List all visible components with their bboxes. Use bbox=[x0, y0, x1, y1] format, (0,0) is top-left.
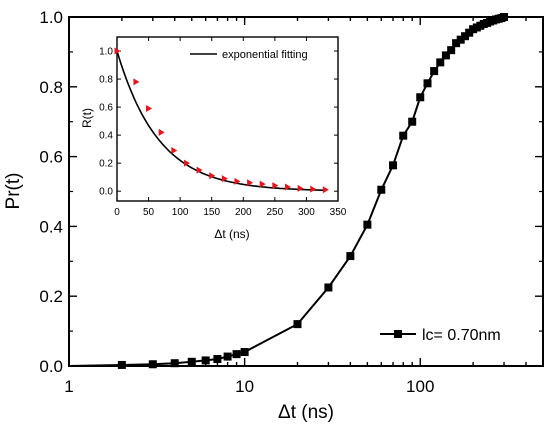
main-legend-marker bbox=[394, 330, 402, 338]
inset-data-point bbox=[146, 104, 153, 112]
inset-x-tick-label: 150 bbox=[203, 207, 220, 218]
inset-data-point bbox=[310, 185, 317, 193]
main-data-point bbox=[452, 39, 461, 48]
main-ticks: 1 10 100 0.0 0.2 0.4 0.6 0.8 1.0 bbox=[39, 8, 544, 396]
main-data-point bbox=[170, 359, 179, 368]
main-data-point bbox=[461, 32, 470, 41]
main-y-tick-label: 0.4 bbox=[39, 217, 63, 236]
inset-x-tick-label: 250 bbox=[267, 207, 284, 218]
main-y-tick-label: 0.8 bbox=[39, 78, 63, 97]
main-data-point bbox=[117, 360, 126, 369]
inset-data-point bbox=[297, 184, 304, 192]
inset-y-tick-label: 0.0 bbox=[99, 187, 113, 198]
main-data-point bbox=[408, 117, 417, 126]
inset-x-tick-label: 200 bbox=[235, 207, 252, 218]
inset-data-point bbox=[133, 78, 140, 86]
main-data-point bbox=[456, 35, 465, 44]
main-data-point bbox=[447, 46, 456, 55]
main-data-point bbox=[441, 51, 450, 60]
main-data-point bbox=[240, 348, 249, 357]
main-data-point bbox=[148, 360, 157, 369]
main-data-point bbox=[346, 252, 355, 261]
inset-data-point bbox=[247, 179, 254, 187]
main-data-point bbox=[399, 131, 408, 140]
main-x-axis-title: Δt (ns) bbox=[278, 402, 334, 423]
main-x-tick-label: 1 bbox=[64, 377, 73, 396]
inset-data-point bbox=[234, 177, 241, 185]
inset-data-point bbox=[114, 47, 121, 55]
inset-data-point bbox=[322, 186, 329, 194]
inset-data-point bbox=[209, 172, 216, 180]
inset-fit-curve bbox=[116, 50, 326, 191]
inset-data-point bbox=[171, 147, 178, 155]
inset-x-tick-label: 50 bbox=[143, 207, 155, 218]
inset-y-tick-label: 0.6 bbox=[99, 103, 113, 114]
inset-ticks: 0 50 100 150 200 250 300 350 0.0 0.2 0.4 0.6 0.8 1.0 bbox=[99, 37, 347, 218]
main-y-tick-label: 0.6 bbox=[39, 148, 63, 167]
inset-chart: 0 50 100 150 200 250 300 3500.00.20.40.60.81.0 … bbox=[80, 36, 347, 241]
main-data-point bbox=[377, 185, 386, 194]
main-y-axis-title: Pr(t) bbox=[3, 173, 24, 210]
main-data-point bbox=[436, 58, 445, 67]
inset-x-tick-label: 0 bbox=[114, 207, 120, 218]
main-data-point bbox=[423, 79, 432, 88]
inset-x-tick-label: 350 bbox=[330, 207, 347, 218]
main-data-point bbox=[213, 355, 222, 364]
main-data-point bbox=[324, 283, 333, 292]
inset-series bbox=[114, 47, 329, 194]
inset-x-axis-title: Δt (ns) bbox=[214, 227, 249, 241]
main-y-tick-label: 0.0 bbox=[39, 357, 63, 376]
inset-legend: exponential fitting bbox=[190, 49, 308, 61]
main-data-point bbox=[232, 350, 241, 359]
main-y-tick-label: 0.2 bbox=[39, 287, 63, 306]
inset-data-point bbox=[183, 159, 190, 167]
main-data-point bbox=[201, 356, 210, 365]
main-y-tick-label: 1.0 bbox=[39, 8, 63, 27]
main-data-point bbox=[223, 352, 232, 361]
inset-data-point bbox=[221, 175, 228, 183]
inset-y-tick-label: 0.4 bbox=[99, 131, 113, 142]
main-data-point bbox=[363, 220, 372, 229]
main-data-point bbox=[500, 13, 509, 21]
main-data-point bbox=[430, 67, 439, 76]
inset-data-point bbox=[196, 166, 203, 174]
inset-data-point bbox=[284, 183, 291, 191]
main-data-point bbox=[389, 161, 398, 170]
inset-y-tick-label: 1.0 bbox=[99, 47, 113, 58]
main-data-point bbox=[187, 357, 196, 366]
inset-data-point bbox=[158, 128, 165, 136]
main-data-point bbox=[293, 320, 302, 329]
inset-legend-label: exponential fitting bbox=[222, 49, 308, 61]
main-x-tick-label: 100 bbox=[406, 377, 434, 396]
main-series bbox=[68, 13, 543, 369]
inset-data-point bbox=[272, 182, 279, 190]
inset-x-tick-label: 100 bbox=[172, 207, 189, 218]
inset-plot-frame bbox=[116, 36, 339, 202]
inset-x-tick-label: 300 bbox=[298, 207, 315, 218]
main-data-point bbox=[416, 93, 425, 102]
inset-data-point bbox=[259, 180, 266, 188]
inset-y-axis-title: R(t) bbox=[80, 108, 94, 128]
inset-y-tick-label: 0.8 bbox=[99, 75, 113, 86]
inset-y-tick-label: 0.2 bbox=[99, 159, 113, 170]
main-legend-label: lc= 0.70nm bbox=[422, 327, 501, 344]
main-x-tick-label: 10 bbox=[235, 377, 254, 396]
main-legend: lc= 0.70nm bbox=[380, 327, 501, 344]
